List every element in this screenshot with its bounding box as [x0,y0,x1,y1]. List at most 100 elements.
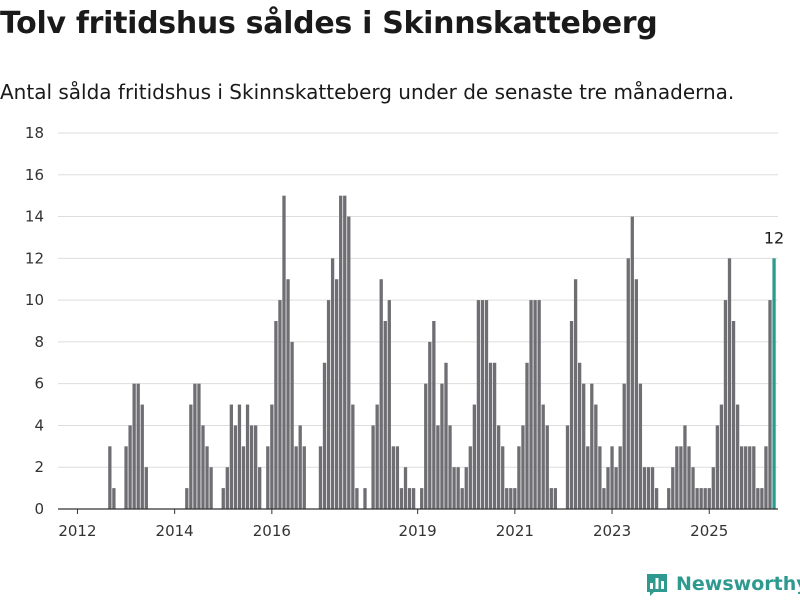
bar-highlight [772,258,776,509]
bar [209,467,213,509]
bar [249,425,254,509]
bar [132,383,136,509]
newsworthy-logo-icon [647,574,667,596]
bar [565,425,570,509]
bar [517,446,521,509]
bar [355,488,359,509]
x-tick-label: 2014 [156,522,194,540]
data-labels: 12 [764,228,784,247]
bar [456,467,460,509]
bar [274,321,278,509]
bar [650,467,655,509]
bar [740,446,744,509]
bar [719,404,724,509]
bar [735,404,740,509]
bar [646,467,651,509]
x-tick-label: 2016 [253,522,291,540]
x-tick-label: 2019 [399,522,437,540]
bar [667,488,671,509]
bar [185,488,189,509]
bar [492,362,497,509]
bar [545,425,549,509]
bar [322,362,327,509]
bar [193,383,197,509]
bar [197,383,201,509]
bar [460,488,464,509]
bar [764,446,768,509]
bar [351,404,355,509]
bar [638,383,643,509]
bar [699,488,703,509]
x-tick-label: 2021 [496,522,534,540]
bar [513,488,517,509]
bar [270,404,274,509]
bar [387,300,391,509]
brand-logo: Newsworthy [645,569,800,599]
bar [610,446,614,509]
bar [683,425,687,509]
bar [428,341,432,509]
bar [411,488,416,509]
bar [375,404,379,509]
y-tick-label: 0 [34,500,44,518]
bar [286,279,290,509]
bar [525,362,529,509]
bar [464,467,468,509]
bar [590,383,594,509]
bar [679,446,683,509]
bar [436,425,440,509]
bar [468,446,472,509]
bar [448,425,452,509]
bar [727,258,732,509]
bar [748,446,752,509]
bar [318,446,323,509]
bar [278,300,282,509]
bar [298,425,302,509]
bar [744,446,748,509]
x-tick-label: 2025 [690,522,728,540]
bars [108,195,776,510]
bar [509,488,513,509]
y-axis: 0 2 4 6 8 10 12 14 16 18 [25,124,44,518]
bar [391,446,395,509]
bar [711,467,715,509]
bar [484,300,489,509]
bar [241,446,246,509]
bar [136,383,140,509]
bar [537,300,541,509]
bar [687,446,691,509]
bar [602,488,606,509]
bar [233,425,238,509]
bar [395,446,400,509]
bar [245,404,250,509]
bar [618,446,622,509]
bar [731,321,736,509]
bar [497,425,501,509]
y-tick-label: 6 [34,375,44,393]
bar [339,195,343,510]
bar [553,488,557,509]
bar [614,467,618,509]
bar [221,488,225,509]
bar [569,321,574,509]
bar [407,488,412,509]
bar [752,446,756,509]
y-tick-label: 10 [25,291,44,309]
bar [541,404,545,509]
bar [476,300,481,509]
bar [598,446,602,509]
bar [140,404,144,509]
bar [343,195,347,510]
bar [112,488,116,509]
bar [290,341,294,509]
bar [363,488,367,509]
bar [237,404,242,509]
bar [347,216,351,509]
bar [452,467,456,509]
bar [432,321,436,509]
bar [533,300,537,509]
bar [529,300,533,509]
bar [294,446,298,509]
y-tick-label: 16 [25,166,44,184]
bar [266,446,270,509]
